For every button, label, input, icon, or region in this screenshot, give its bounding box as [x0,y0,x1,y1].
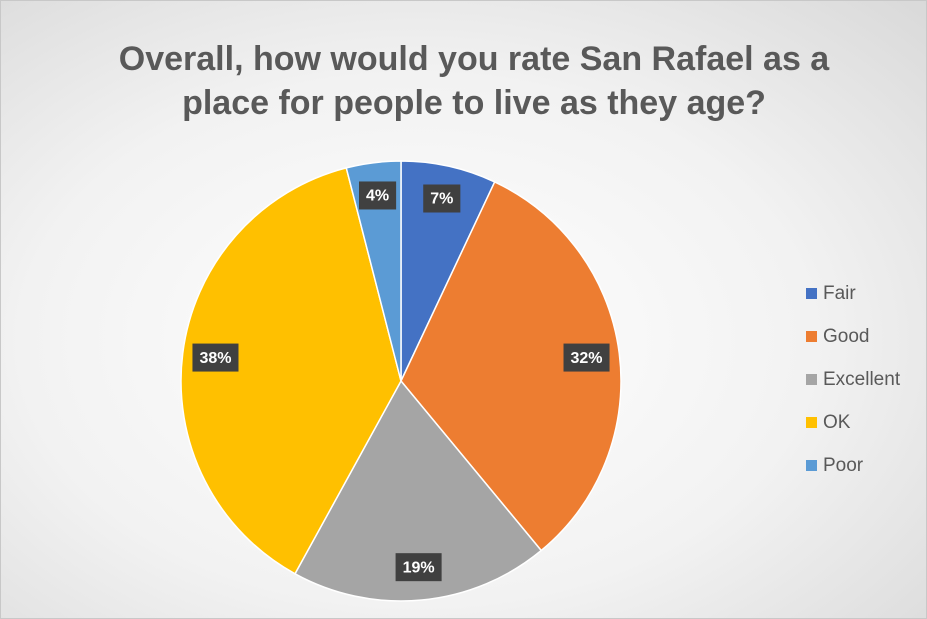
data-label-box [359,181,397,210]
legend-label: OK [823,412,851,433]
data-label: 19% [403,559,435,576]
pie-slice [293,379,543,602]
legend-swatch [806,288,817,299]
data-label: 32% [571,350,603,367]
legend-label: Poor [823,455,864,476]
data-label-box [395,553,442,582]
pie-slice [400,180,622,552]
data-label-box [192,343,239,372]
legend-label: Good [823,326,869,347]
legend-label: Fair [823,283,856,304]
data-label: 4% [366,188,389,205]
legend-swatch [806,374,817,385]
data-label-box [423,184,461,213]
data-label-box [563,343,610,372]
legend-swatch [806,331,817,342]
legend-swatch [806,460,817,471]
chart-title: Overall, how would you rate San Rafael a… [118,40,830,122]
legend-swatch [806,417,817,428]
legend-label: Excellent [823,369,901,390]
data-label: 38% [199,350,231,367]
pie-slice [180,166,402,575]
data-label: 7% [430,191,453,208]
pie-slice [345,160,402,382]
